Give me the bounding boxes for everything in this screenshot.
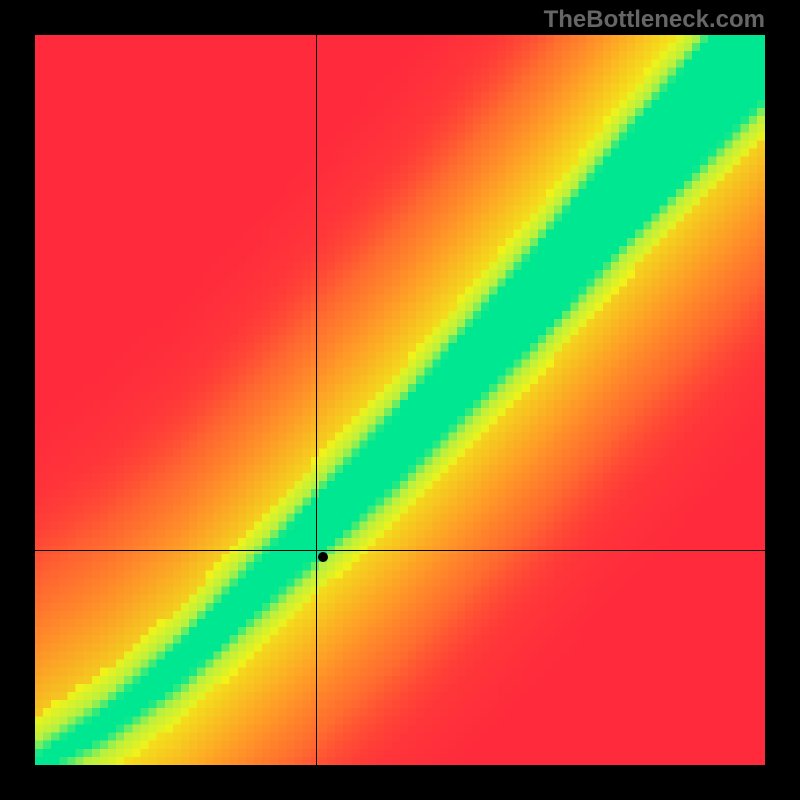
bottleneck-heatmap — [35, 35, 765, 765]
crosshair-horizontal — [35, 550, 765, 551]
watermark-text: TheBottleneck.com — [544, 6, 765, 34]
chart-container: TheBottleneck.com — [0, 0, 800, 800]
crosshair-vertical — [316, 35, 317, 765]
